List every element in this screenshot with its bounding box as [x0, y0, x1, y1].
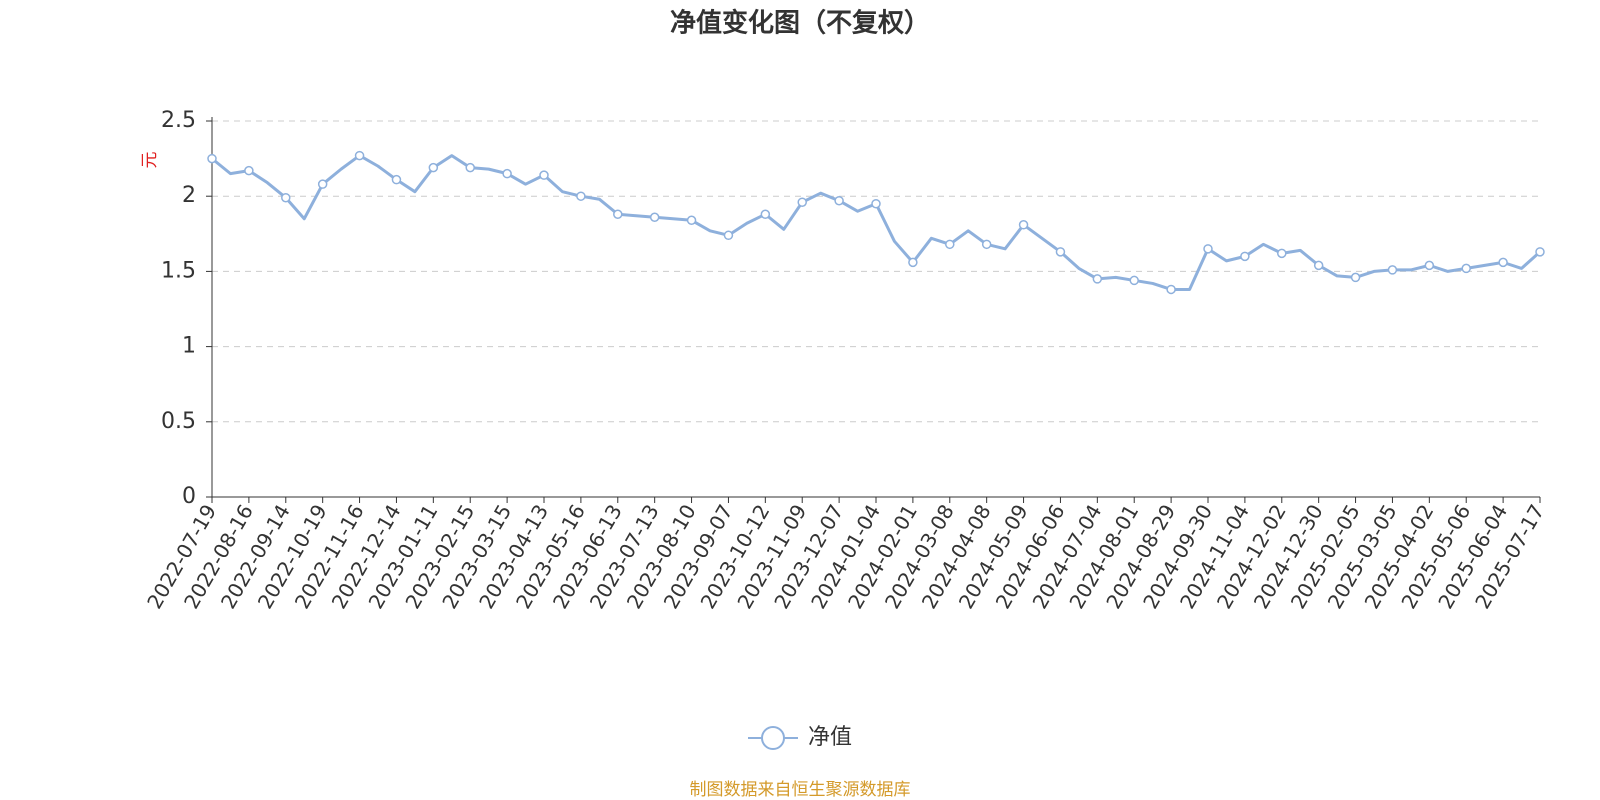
data-point: [207, 153, 217, 164]
y-tick-label: 2: [182, 183, 196, 208]
series-line: [211, 154, 1542, 291]
data-point: [981, 239, 992, 250]
data-point: [1055, 247, 1066, 257]
data-point: [1166, 284, 1176, 295]
y-tick-label: 0.5: [161, 409, 196, 434]
data-point: [354, 150, 365, 161]
data-point: [281, 192, 291, 203]
data-point: [1240, 251, 1250, 262]
data-point: [613, 209, 623, 219]
y-axis-label: 元: [140, 152, 160, 169]
data-point: [1277, 248, 1287, 259]
data-point: [834, 195, 844, 206]
data-point: [649, 212, 660, 223]
data-point: [391, 174, 402, 185]
data-point: [1313, 260, 1324, 271]
data-point: [1203, 244, 1213, 254]
data-point: [465, 162, 475, 173]
data-point: [1424, 260, 1435, 271]
y-tick-label: 2.5: [161, 108, 196, 133]
data-point: [723, 230, 734, 241]
data-point: [908, 257, 918, 268]
data-point: [1129, 275, 1139, 286]
data-point: [1535, 247, 1545, 257]
data-point: [797, 197, 807, 207]
data-point: [244, 165, 254, 176]
legend-label: 净值: [808, 725, 852, 750]
y-tick-label: 0: [182, 484, 196, 509]
data-point: [576, 191, 586, 201]
data-point: [945, 239, 955, 250]
data-point: [686, 215, 697, 226]
data-point: [1350, 272, 1361, 283]
chart-title: 净值变化图（不复权）: [670, 8, 930, 39]
data-point: [1092, 274, 1103, 284]
data-point: [317, 179, 328, 189]
data-point: [502, 168, 512, 179]
data-point: [428, 162, 439, 173]
data-point: [871, 198, 881, 209]
data-point: [1018, 220, 1029, 230]
y-tick-label: 1: [182, 334, 196, 359]
data-point: [539, 170, 549, 180]
data-point: [1387, 265, 1398, 275]
legend-marker: [761, 726, 785, 750]
data-point: [1498, 257, 1508, 268]
data-point: [1461, 263, 1471, 274]
y-tick-label: 1.5: [161, 258, 196, 283]
data-point: [760, 209, 771, 219]
source-note: 制图数据来自恒生聚源数据库: [690, 780, 911, 800]
